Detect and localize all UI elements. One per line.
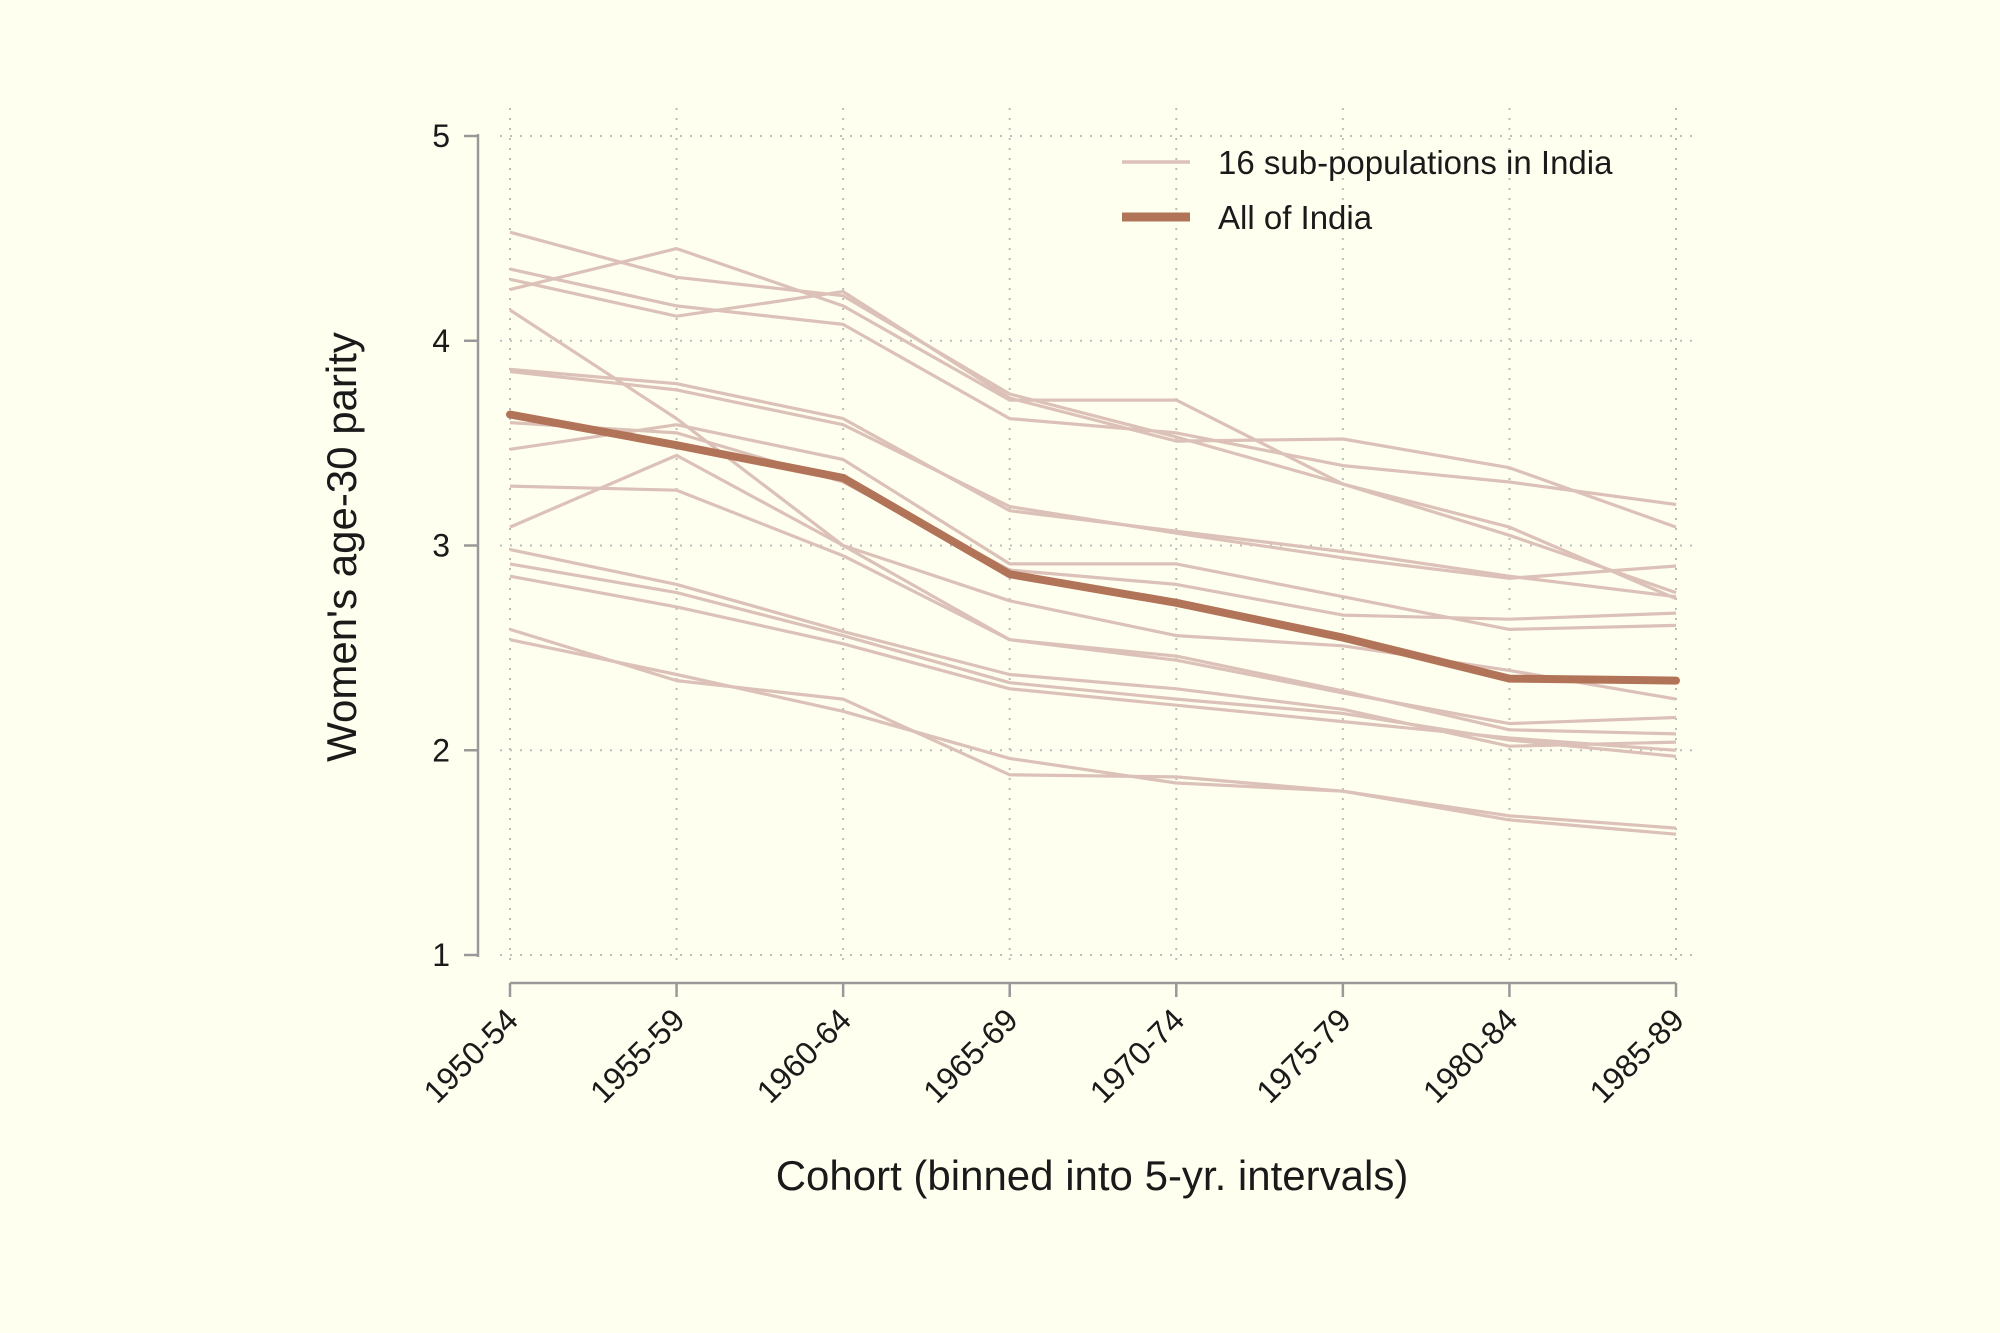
legend-label-india: All of India: [1218, 199, 1373, 236]
y-axis-title: Women's age-30 parity: [318, 332, 365, 762]
series-line-subpopulation: [509, 277, 1677, 529]
y-tick-label: 1: [432, 937, 450, 973]
series-line-subpopulation: [509, 230, 1677, 601]
series-line-subpopulation: [509, 638, 1677, 836]
series-line-subpopulation: [509, 574, 1677, 752]
series-line-subpopulation: [509, 369, 1677, 580]
india-line-group: [506, 410, 1680, 685]
series-line-subpopulation: [509, 484, 1677, 726]
series-line-subpopulation: [509, 548, 1677, 748]
y-tick-label: 3: [432, 528, 450, 564]
subpopulation-lines: [509, 230, 1677, 836]
legend: 16 sub-populations in India All of India: [1122, 144, 1613, 236]
series-line-subpopulation: [509, 627, 1677, 830]
series-line-subpopulation: [509, 423, 1677, 632]
series-line-subpopulation: [509, 453, 1677, 701]
series-line-subpopulation: [509, 267, 1677, 507]
series-line-subpopulation: [509, 421, 1677, 621]
y-tick-label: 2: [432, 732, 450, 768]
x-axis-title: Cohort (binned into 5-yr. intervals): [776, 1152, 1409, 1199]
y-tick-label: 4: [432, 323, 450, 359]
legend-label-subpopulations: 16 sub-populations in India: [1218, 144, 1613, 181]
series-line-subpopulation: [509, 247, 1677, 595]
y-tick-label: 5: [432, 118, 450, 154]
series-line-all-of-india: [506, 410, 1680, 685]
